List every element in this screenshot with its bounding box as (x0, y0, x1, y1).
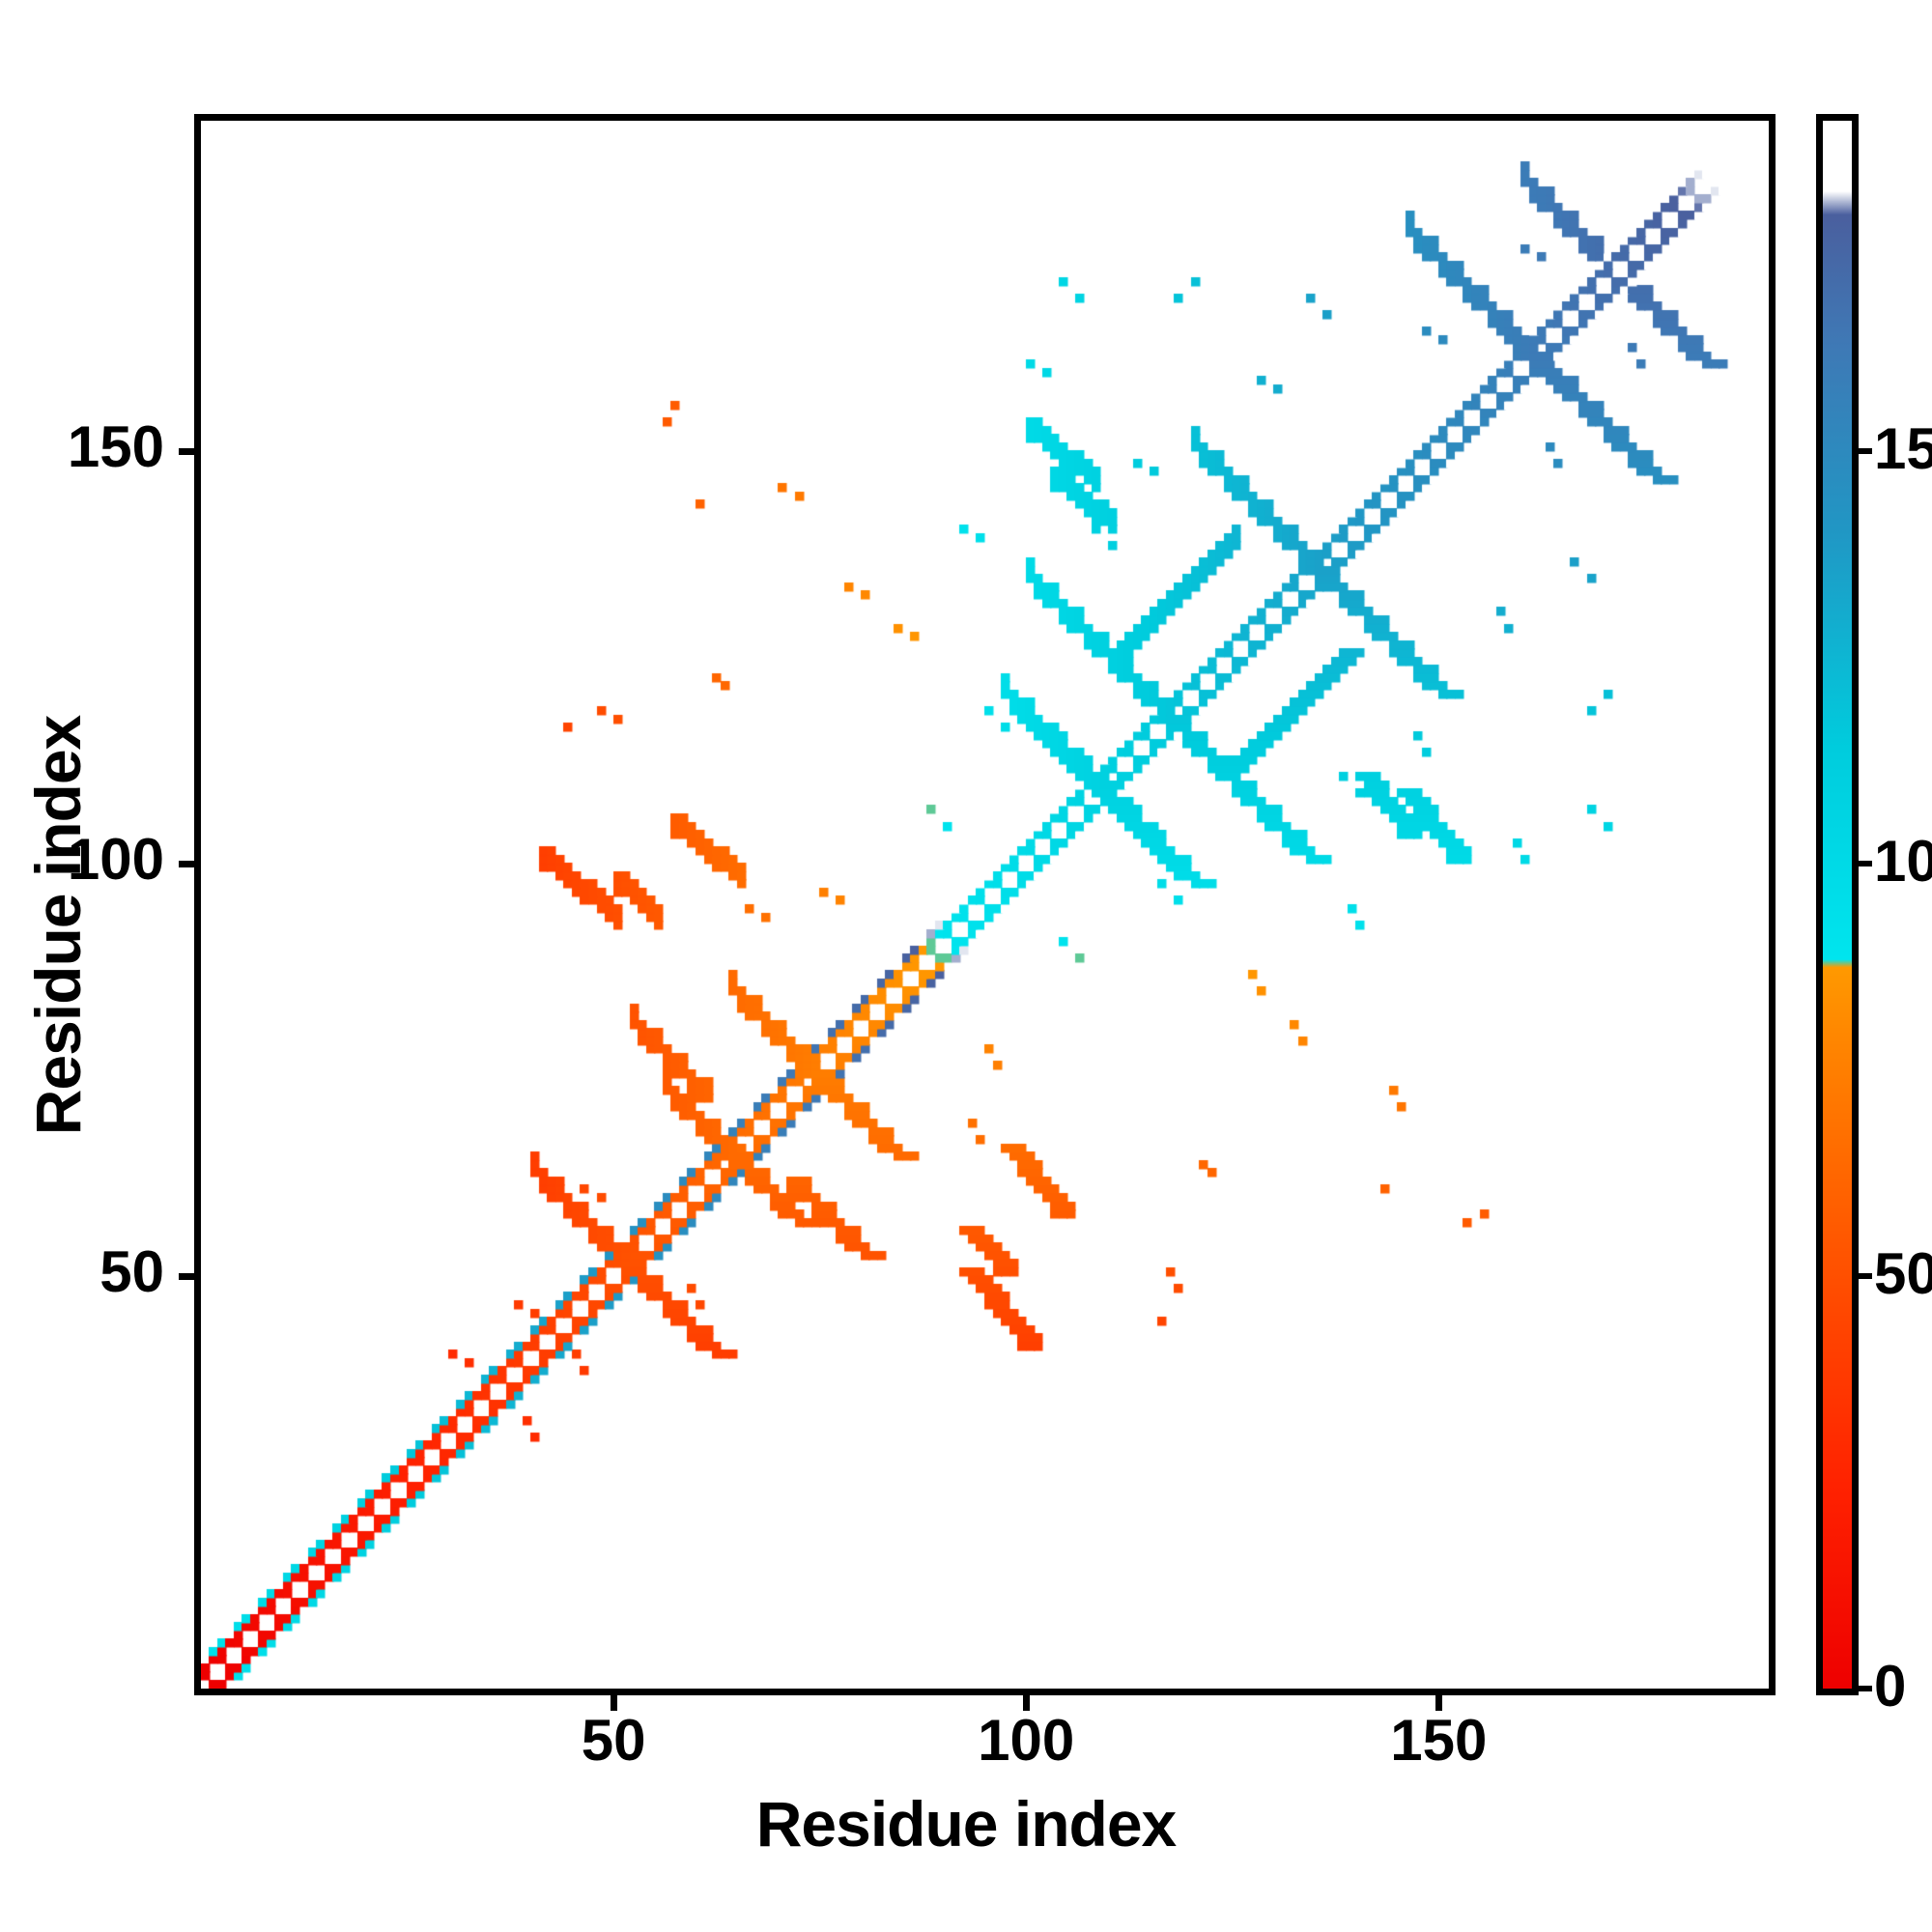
contact-map-heatmap (201, 121, 1769, 1689)
colorbar (1816, 114, 1859, 1695)
colorbar-gradient (1823, 121, 1852, 1689)
y-tick-50 (179, 1272, 194, 1280)
x-tick-100 (1023, 1695, 1031, 1711)
colorbar-tick-100 (1859, 860, 1872, 867)
colorbar-label-0: 0 (1874, 1654, 1907, 1719)
colorbar-label-100: 100 (1874, 828, 1932, 894)
x-axis-title: Residue index (755, 1788, 1177, 1860)
y-tick-label-50: 50 (99, 1238, 164, 1304)
x-tick-label-150: 150 (1390, 1708, 1488, 1773)
y-tick-label-150: 150 (67, 413, 164, 479)
colorbar-tick-50 (1859, 1272, 1872, 1279)
colorbar-tick-0 (1859, 1686, 1872, 1691)
colorbar-tick-150 (1859, 447, 1872, 454)
x-tick-label-50: 50 (581, 1708, 646, 1773)
colorbar-label-150: 150 (1874, 415, 1932, 481)
contact-map-plot-area (194, 114, 1776, 1695)
y-tick-100 (179, 860, 194, 867)
x-tick-50 (611, 1695, 618, 1711)
x-tick-150 (1435, 1695, 1443, 1711)
y-tick-label-100: 100 (67, 826, 164, 892)
y-axis-title: Residue index (22, 715, 94, 1136)
colorbar-label-50: 50 (1874, 1240, 1932, 1306)
x-tick-label-100: 100 (978, 1708, 1075, 1773)
y-tick-150 (179, 447, 194, 455)
